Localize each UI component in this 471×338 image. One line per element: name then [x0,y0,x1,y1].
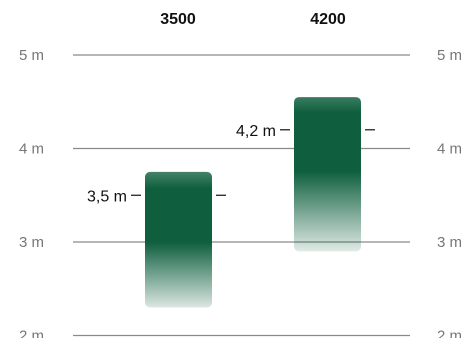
bar-layer [145,97,361,308]
y-tick-label-right-3: 3 m [437,234,462,251]
category-label-4200: 4200 [310,11,346,28]
label-layer: 2 m 2 m 3 m 3 m 4 m 4 m 5 m 5 m 3500 4200 3,5 m 4,2… [19,11,462,338]
tick-layer [131,129,375,196]
y-tick-label-left-4: 4 m [19,141,44,158]
bar-3500 [145,171,212,308]
y-tick-label-left-2: 2 m [19,328,44,338]
y-tick-label-left-5: 5 m [19,47,44,64]
y-tick-label-right-5: 5 m [437,47,462,64]
category-label-3500: 3500 [160,11,196,28]
y-tick-label-right-2: 2 m [437,328,462,338]
bar-4200 [294,97,361,252]
y-tick-label-right-4: 4 m [437,141,462,158]
y-tick-label-left-3: 3 m [19,234,44,251]
value-label-4200: 4,2 m [236,123,276,140]
value-label-3500: 3,5 m [87,188,127,205]
